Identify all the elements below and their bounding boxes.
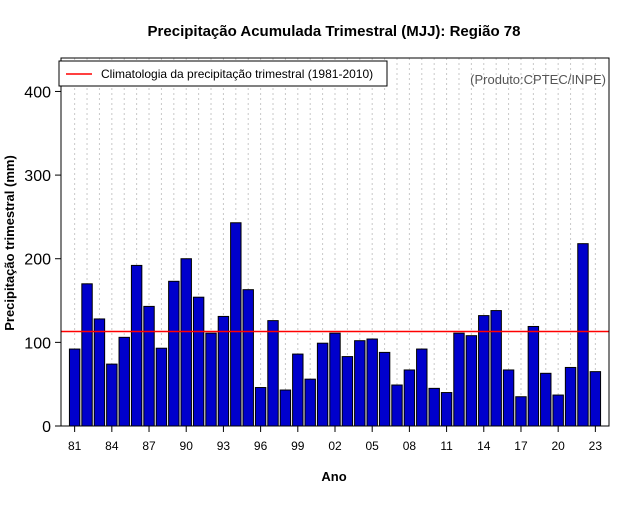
x-tick-label: 11 — [440, 439, 453, 453]
bar-1996 — [254, 387, 267, 427]
x-tick-label: 99 — [291, 439, 305, 453]
x-tick-label: 02 — [328, 439, 342, 453]
bar-2013 — [465, 335, 478, 427]
bar-1999 — [292, 353, 304, 427]
bar-2017 — [515, 396, 527, 427]
bar-1986 — [130, 264, 143, 427]
y-tick-label: 100 — [24, 335, 51, 352]
bar-2009 — [416, 348, 428, 427]
bar-1994 — [230, 222, 242, 427]
bar-2001 — [316, 342, 329, 427]
bar-2020 — [552, 394, 564, 427]
bar-2005 — [366, 338, 378, 427]
bar-2000 — [304, 378, 316, 427]
bar-2003 — [341, 356, 354, 427]
bar-2019 — [540, 372, 552, 427]
bar-2021 — [564, 366, 577, 427]
bar-2002 — [329, 332, 341, 427]
bar-1988 — [155, 347, 168, 427]
bar-1981 — [68, 348, 81, 427]
bar-1983 — [93, 318, 106, 427]
x-tick-label: 14 — [477, 439, 491, 453]
axes-layer: 0 100 200 300 400 81 84 87 90 93 96 99 02 05 08 11 14 17 2… — [24, 57, 610, 453]
bar-2012 — [453, 332, 465, 427]
y-tick-label: 300 — [24, 168, 51, 185]
bar-1998 — [279, 389, 292, 427]
x-tick-label: 93 — [217, 439, 231, 453]
bar-1991 — [192, 296, 205, 427]
bar-2018 — [527, 325, 540, 427]
y-tick-label: 0 — [42, 419, 51, 436]
bar-1985 — [118, 336, 130, 427]
bar-2015 — [490, 310, 502, 427]
bar-1993 — [217, 315, 230, 427]
bar-1995 — [242, 289, 254, 427]
x-tick-label: 17 — [514, 439, 528, 453]
bar-1982 — [81, 283, 93, 427]
y-tick-label: 400 — [24, 84, 51, 101]
bar-2006 — [378, 351, 391, 427]
x-tick-label: 08 — [403, 439, 417, 453]
credit-text: (Produto:CPTEC/INPE) — [470, 72, 606, 87]
legend-box — [58, 60, 388, 87]
bar-2004 — [354, 340, 366, 427]
bar-1989 — [168, 280, 180, 427]
x-axis-label: Ano — [321, 469, 346, 484]
x-tick-label: 84 — [105, 439, 119, 453]
chart-title: Precipitação Acumulada Trimestral (MJJ):… — [148, 23, 521, 40]
x-tick-label: 90 — [180, 439, 194, 453]
x-tick-label: 23 — [589, 439, 603, 453]
x-tick-label: 05 — [366, 439, 380, 453]
bar-2010 — [428, 387, 440, 427]
bar-2023 — [589, 371, 602, 427]
bar-1987 — [143, 305, 155, 427]
legend-climatology-label: Climatologia da precipitação trimestral … — [101, 67, 373, 81]
bar-1992 — [205, 332, 217, 427]
x-tick-label: 20 — [551, 439, 565, 453]
bar-2016 — [502, 369, 515, 427]
x-tick-label: 81 — [68, 439, 82, 453]
bar-2007 — [391, 384, 403, 427]
bar-1984 — [106, 363, 118, 427]
x-tick-label: 96 — [254, 439, 268, 453]
bar-2011 — [440, 392, 453, 427]
bars-layer — [68, 222, 602, 427]
x-tick-label: 87 — [142, 439, 156, 453]
bar-1990 — [180, 258, 192, 427]
bar-1997 — [267, 320, 279, 427]
legend: Climatologia da precipitação trimestral … — [58, 60, 388, 87]
y-tick-label: 200 — [24, 252, 51, 269]
bar-2008 — [403, 369, 416, 427]
y-axis-label: Precipitação trimestral (mm) — [2, 155, 17, 331]
bar-2022 — [577, 243, 589, 427]
